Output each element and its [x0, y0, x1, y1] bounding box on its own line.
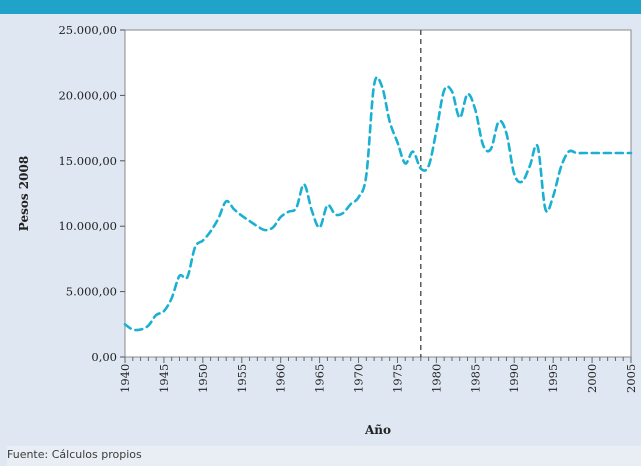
- y-tick-label: 25.000,00: [58, 23, 117, 37]
- x-tick-label: 1940: [118, 364, 132, 393]
- x-tick-label: 1955: [235, 364, 249, 393]
- x-tick-label: 1950: [196, 364, 210, 393]
- line-chart: 0,00 5.000,00 10.000,00 15.000,00 20.000,00 2…: [17, 23, 638, 437]
- x-tick-label: 1975: [390, 364, 404, 393]
- series-line: [123, 75, 633, 332]
- x-tick-label: 1945: [157, 364, 171, 393]
- source-note: Fuente: Cálculos propios: [7, 446, 641, 466]
- y-tick-label: 20.000,00: [58, 88, 117, 102]
- x-tick-label: 1960: [274, 364, 288, 393]
- x-tick-label: 2000: [585, 364, 599, 393]
- x-axis: 1940 1945 1950 1955 1960 1965 1970 1975 1980 1985…: [118, 357, 638, 393]
- y-axis-title: Pesos 2008: [17, 156, 31, 231]
- y-tick-label: 0,00: [91, 350, 117, 364]
- y-tick-label: 15.000,00: [58, 154, 117, 168]
- x-tick-label: 1980: [429, 364, 443, 393]
- top-color-band: [0, 0, 641, 14]
- x-tick-label: 2005: [624, 364, 638, 393]
- x-tick-label: 1965: [313, 364, 327, 393]
- x-tick-label: 1970: [352, 364, 366, 393]
- x-axis-title: Año: [364, 423, 391, 437]
- x-tick-label: 1995: [546, 364, 560, 393]
- y-tick-label: 5.000,00: [66, 285, 117, 299]
- y-axis: 0,00 5.000,00 10.000,00 15.000,00 20.000,00 2…: [58, 23, 125, 364]
- y-tick-label: 10.000,00: [58, 219, 117, 233]
- x-tick-label: 1990: [507, 364, 521, 393]
- x-tick-label: 1985: [468, 364, 482, 393]
- plot-area: [124, 29, 632, 358]
